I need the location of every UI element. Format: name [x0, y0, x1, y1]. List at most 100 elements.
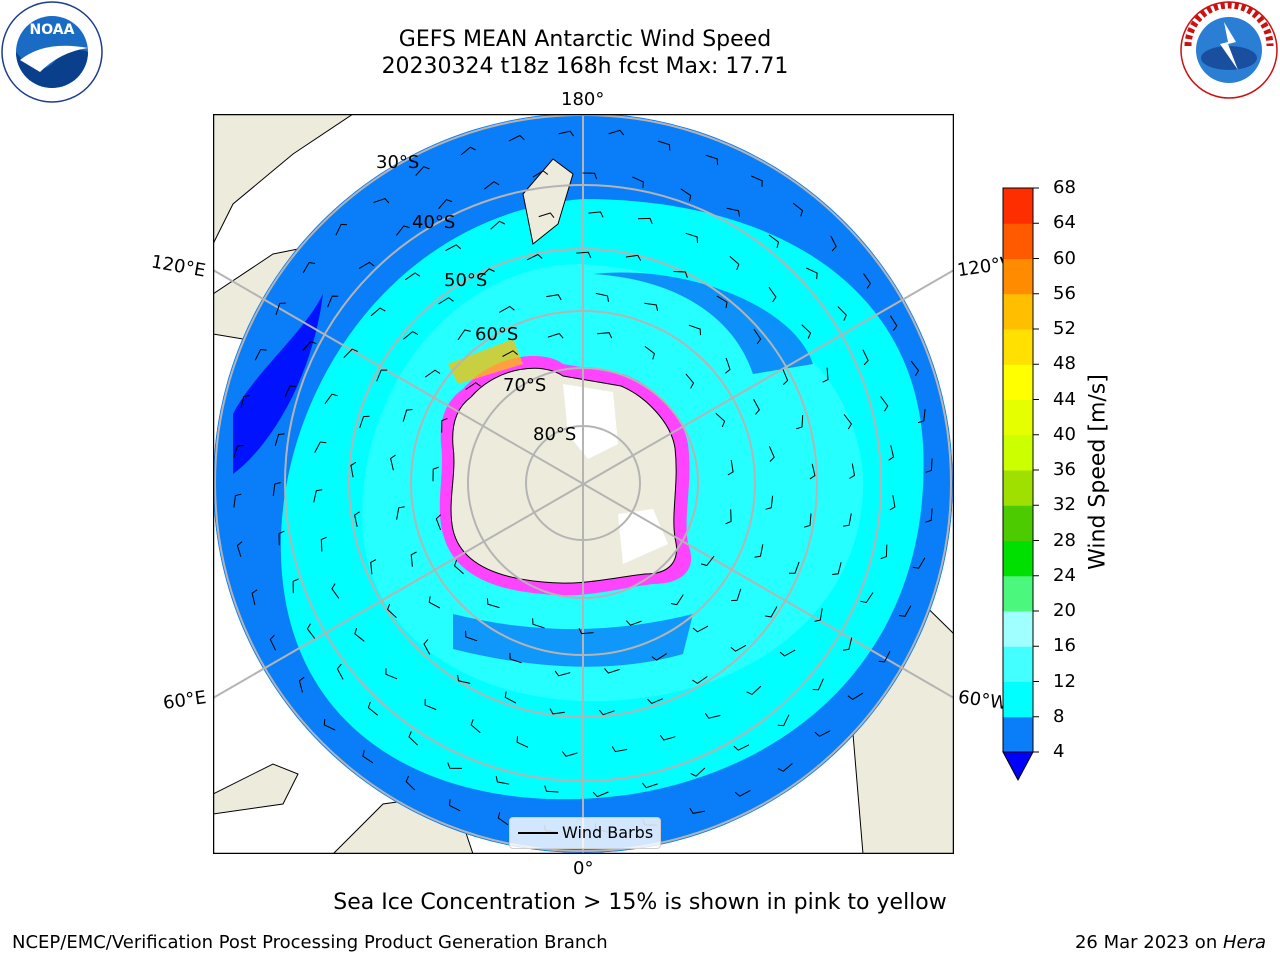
wind-barb: [465, 382, 481, 390]
lat-label-70s: 70°S: [503, 375, 547, 396]
wind-barb: [768, 286, 777, 303]
wind-barb: [306, 623, 316, 639]
wind-barb: [438, 297, 454, 305]
wind-barb: [336, 663, 344, 680]
colorbar-tick-label: 24: [1053, 564, 1076, 586]
wind-barb: [423, 639, 431, 655]
wind-barb: [465, 630, 478, 642]
wind-barb: [878, 650, 891, 663]
wind-barb: [233, 445, 244, 458]
wind-barb: [898, 605, 912, 617]
wind-barb: [410, 551, 417, 567]
wind-barb: [849, 463, 856, 479]
wind-barb: [847, 692, 864, 701]
wind-barb: [447, 762, 462, 769]
wind-barb: [726, 207, 740, 217]
wind-barb: [502, 350, 518, 357]
wind-barb: [387, 603, 397, 618]
wind-barb: [777, 763, 793, 772]
wind-barb: [912, 557, 926, 569]
wind-barb: [880, 396, 889, 412]
colorbar-tick-label: 60: [1053, 247, 1076, 269]
wind-barb: [402, 409, 413, 422]
wind-barb: [323, 718, 336, 731]
wind-barb: [415, 166, 430, 176]
wind-barb: [692, 625, 709, 633]
wind-barb: [269, 634, 277, 651]
wind-barb: [385, 668, 398, 680]
wind-barb: [441, 418, 448, 433]
wind-barb: [509, 652, 522, 664]
wind-barb: [597, 332, 613, 339]
wind-barb: [751, 175, 763, 187]
wind-barb: [765, 606, 778, 618]
wind-barb: [448, 799, 461, 812]
wind-barb: [822, 367, 829, 383]
wind-barb: [860, 592, 874, 604]
footnote: Sea Ice Concentration > 15% is shown in …: [333, 890, 947, 915]
wind-barb: [240, 395, 250, 409]
wind-barb: [746, 685, 762, 695]
polar-map: [213, 114, 954, 854]
wind-barb: [730, 644, 747, 652]
colorbar-tick-label: 52: [1053, 318, 1076, 339]
wind-barb: [350, 461, 357, 478]
wind-barb: [889, 495, 896, 511]
wind-barb: [806, 267, 818, 280]
wind-barb: [812, 678, 824, 691]
colorbar-segment: [1003, 470, 1033, 506]
colorbar-tick-label: 68: [1053, 177, 1076, 198]
wind-barb: [863, 273, 872, 289]
wind-barb: [320, 536, 327, 552]
legend: Wind Barbs: [509, 817, 661, 849]
wind-barb: [700, 555, 715, 567]
wind-barb: [753, 399, 760, 415]
wind-barb: [832, 562, 842, 575]
colorbar-tick-label: 4: [1053, 741, 1065, 762]
lat-label-80s: 80°S: [533, 424, 577, 445]
wind-barb: [390, 454, 396, 471]
wind-barb: [925, 508, 933, 523]
wind-barb: [716, 295, 728, 309]
wind-barb: [504, 691, 517, 704]
nws-logo: [1180, 1, 1278, 99]
wind-barb: [376, 369, 388, 382]
wind-barb: [358, 261, 375, 269]
wind-barb: [558, 130, 575, 137]
wind-barb: [373, 198, 390, 204]
wind-barb: [753, 328, 762, 345]
wind-barb: [685, 232, 698, 243]
wind-barb: [561, 751, 578, 757]
wind-barb: [843, 513, 852, 527]
wind-barb: [729, 256, 740, 271]
wind-barb: [546, 294, 562, 301]
colorbar-segment: [1003, 505, 1033, 541]
wind-barb: [604, 668, 620, 674]
colorbar-segment: [1003, 399, 1033, 436]
wind-barb: [888, 445, 895, 461]
wind-barb: [704, 713, 721, 719]
colorbar-tick-label: 40: [1053, 423, 1076, 445]
wind-barb: [526, 253, 543, 261]
colorbar-segment: [1003, 540, 1033, 577]
wind-barb: [370, 559, 377, 575]
wind-barb: [788, 561, 800, 574]
colorbar-segment: [1003, 716, 1033, 753]
wind-barb: [801, 324, 812, 339]
wind-barb: [313, 489, 323, 503]
colorbar-tick-label: 44: [1053, 388, 1076, 410]
wind-barb: [754, 544, 764, 558]
wind-barb: [692, 676, 708, 685]
land-madagascar: [213, 763, 299, 815]
wind-barb: [576, 251, 592, 258]
colorbar-segment: [1003, 575, 1033, 612]
wind-barb: [796, 414, 804, 430]
wind-barb: [275, 302, 286, 315]
wind-barb: [302, 341, 317, 351]
colorbar-title: Wind Speed [m/s]: [1085, 374, 1111, 570]
wind-barb: [725, 357, 731, 374]
wind-barb: [642, 782, 658, 789]
wind-barb: [657, 140, 671, 151]
wind-barb: [486, 598, 500, 609]
wind-barb: [814, 608, 823, 622]
